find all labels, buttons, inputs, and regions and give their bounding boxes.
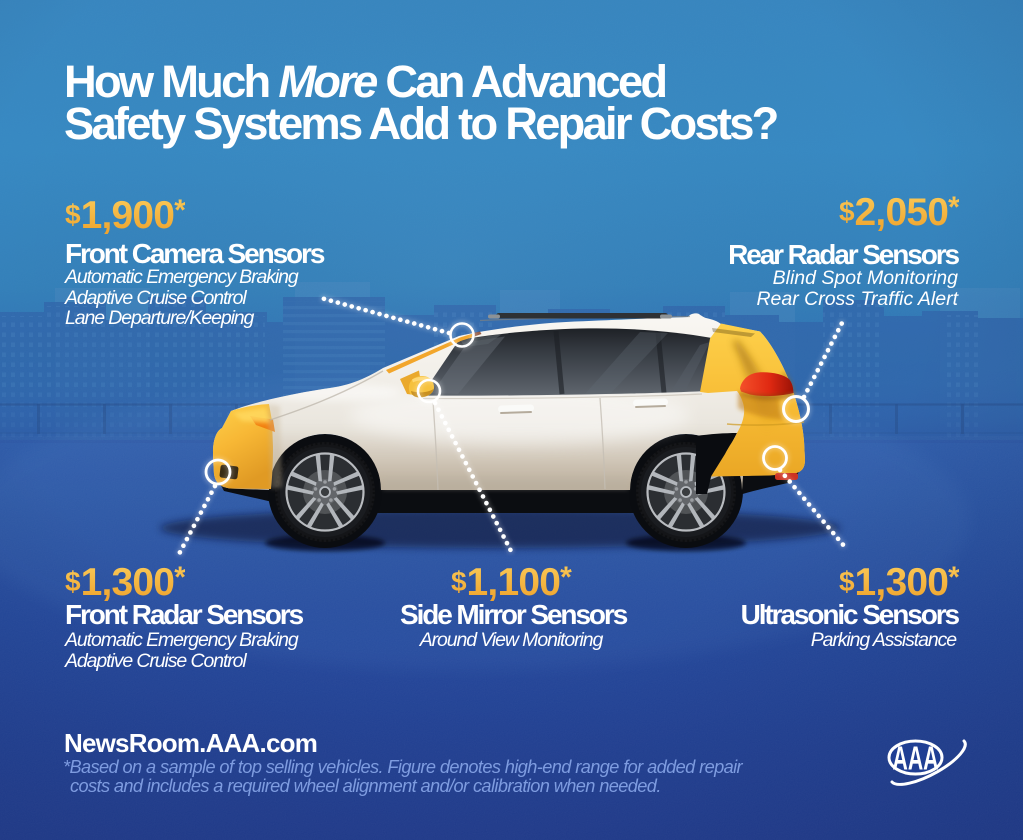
- svg-text:AAA: AAA: [893, 740, 939, 777]
